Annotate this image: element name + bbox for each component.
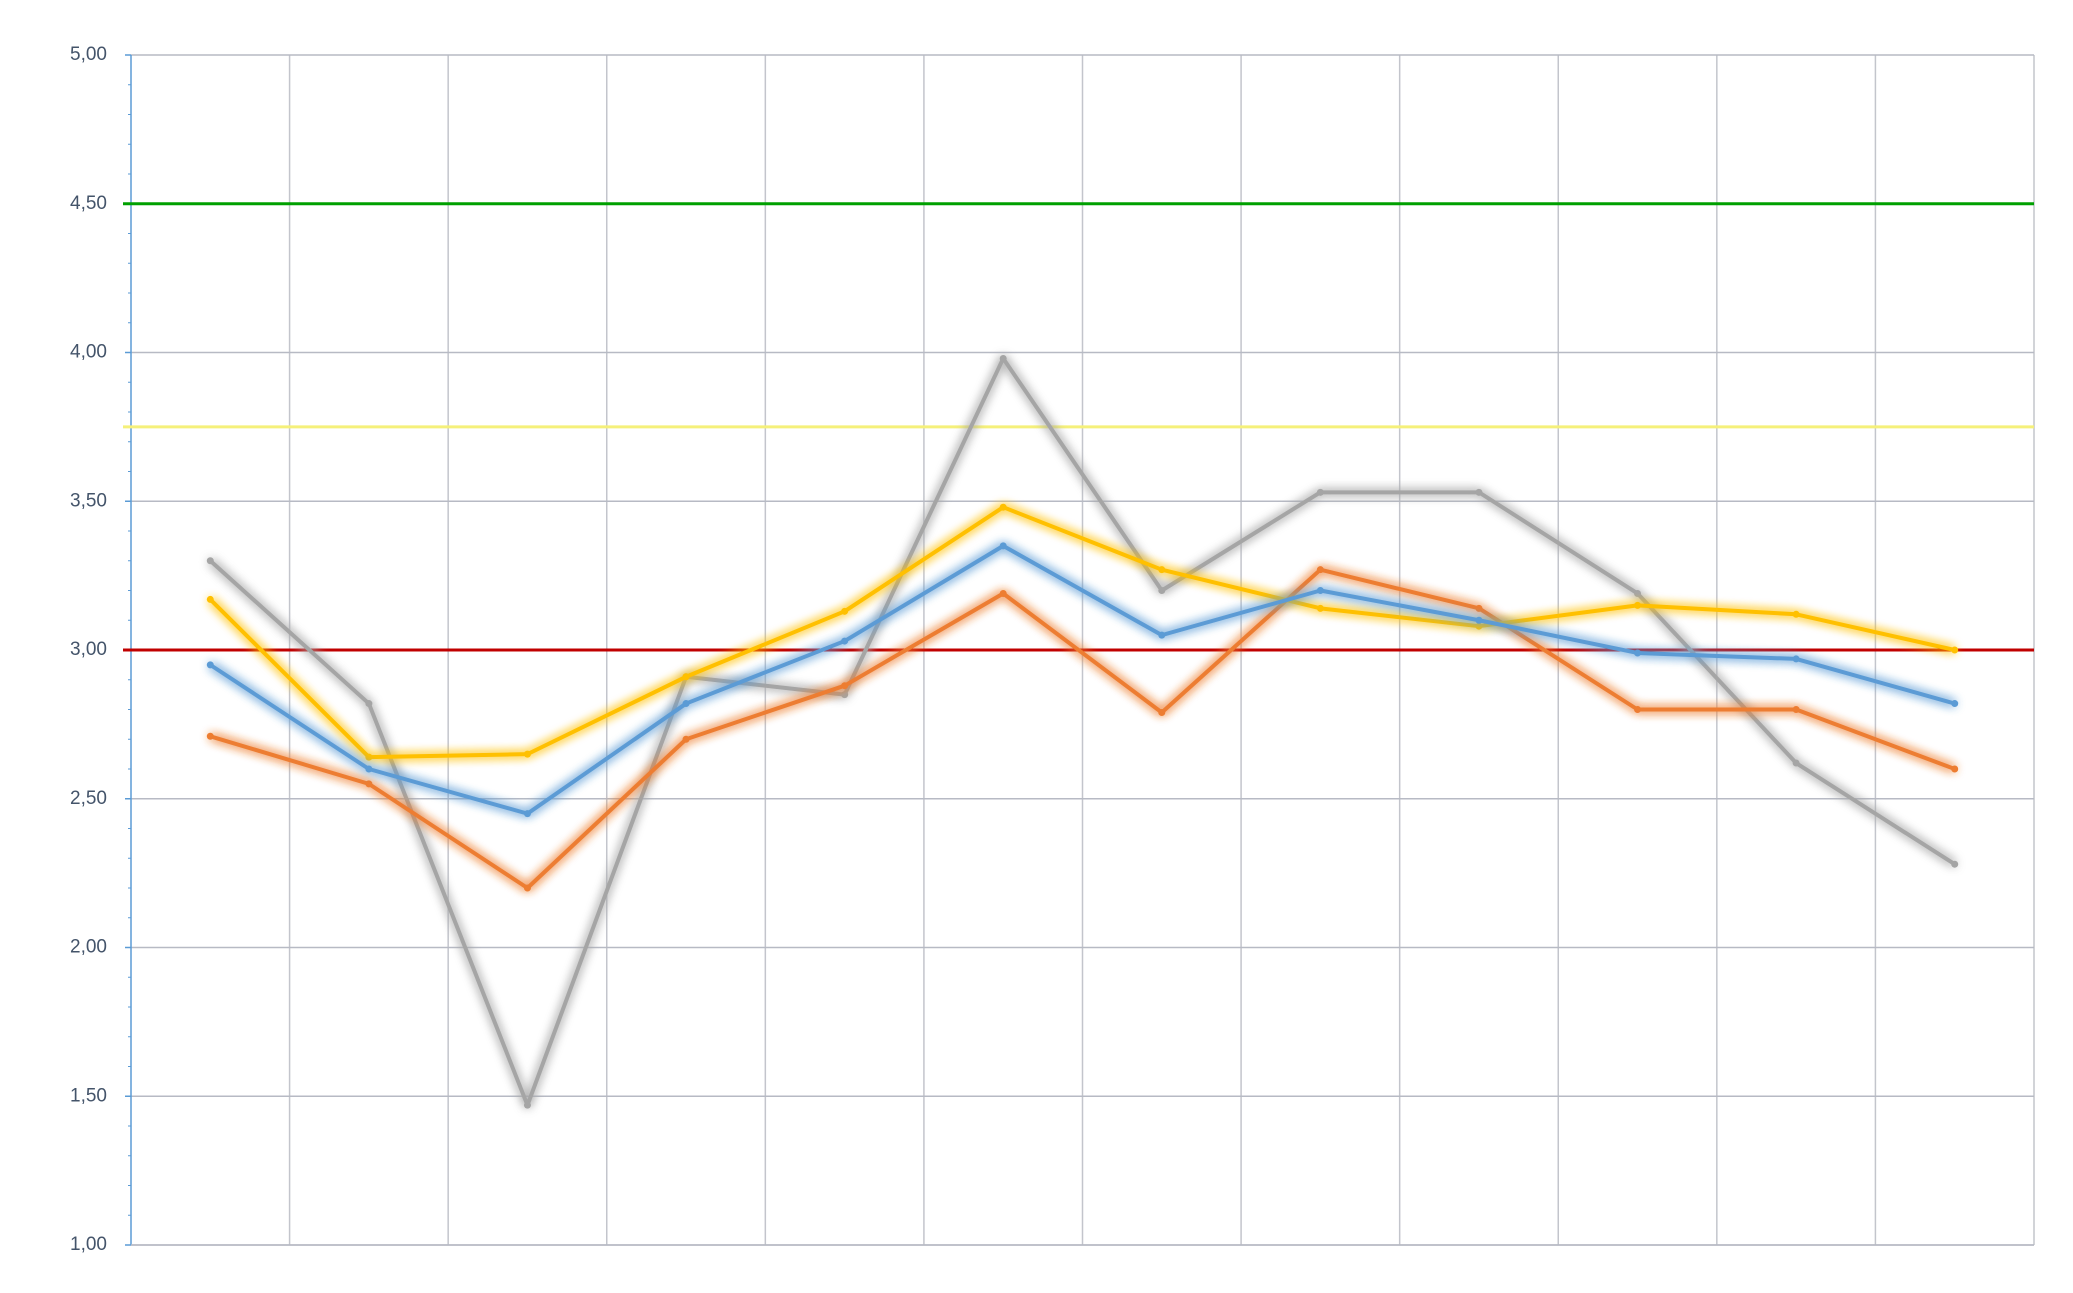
line-series [208,356,1956,1108]
point [841,637,849,645]
point [523,1101,531,1109]
point [523,810,531,818]
y-tick-label: 3,50 [70,490,107,511]
point [1316,488,1324,496]
point [1475,604,1483,612]
point [999,589,1007,597]
y-tick-label: 5,00 [70,44,107,65]
point [1634,706,1642,713]
point [1792,759,1800,767]
point [1634,601,1642,609]
y-tick-label: 2,50 [70,788,107,809]
point [1475,622,1483,630]
point [1792,655,1800,663]
point [1792,706,1800,713]
y-tick-label: 4,50 [70,193,107,214]
point [1475,488,1483,496]
point [1316,566,1324,574]
point [206,557,214,565]
point [999,542,1007,550]
point [1475,616,1483,624]
point [1634,589,1642,597]
point [682,735,690,743]
point [1951,700,1959,708]
point [999,354,1007,362]
point [1158,631,1166,639]
point [206,732,214,740]
point [1634,649,1642,657]
point [1316,587,1324,594]
point [523,750,531,758]
point [365,753,373,761]
point [206,595,214,603]
point [1951,646,1959,654]
point [365,765,373,773]
point [841,607,849,615]
point [1158,587,1166,594]
y-tick-label: 1,50 [70,1085,107,1106]
point [1158,566,1166,574]
point [841,691,849,699]
point [682,700,690,708]
y-tick-label: 2,00 [70,937,107,958]
line-series [208,505,1956,760]
point [1316,604,1324,612]
point [206,661,214,669]
point [1951,765,1959,773]
y-tick-label: 3,00 [70,639,107,660]
point [999,503,1007,511]
point [523,884,531,892]
point [365,700,373,708]
point [1951,860,1959,868]
point [1792,610,1800,618]
y-tick-label: 1,00 [70,1234,107,1255]
point [682,673,690,681]
line-series [209,567,1956,890]
y-tick-label: 4,00 [70,342,107,363]
line-series [209,543,1956,816]
point [365,780,373,788]
point [841,682,849,690]
point [1158,708,1166,716]
